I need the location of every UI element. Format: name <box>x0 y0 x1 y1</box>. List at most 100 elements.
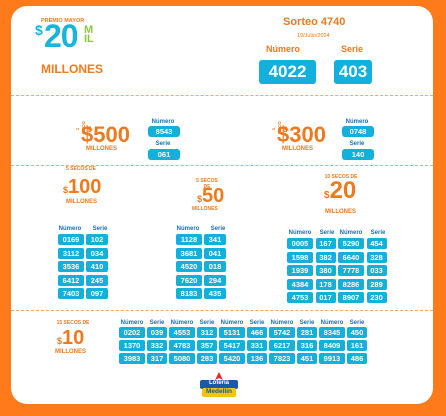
seco20-cell: 017 <box>315 292 336 303</box>
winning-serie: 403 <box>334 60 372 84</box>
seco300-serie-label: Serie <box>349 141 365 147</box>
seco50-cell: 341 <box>204 234 226 245</box>
seco10-cell: 5417 <box>219 340 245 351</box>
seco50-grid: 1128 341 3681 041 4520 018 7620 294 8183 435 <box>176 234 226 299</box>
seco20-cell: 8286 <box>338 278 364 290</box>
seco100-millones: MILLONES <box>66 199 97 205</box>
seco50-cell: 041 <box>204 247 226 259</box>
seco50-cell: 1128 <box>176 234 202 245</box>
seco10-cell: 312 <box>197 327 217 338</box>
seco300-millones: MILLONES <box>282 146 313 152</box>
seco10-numero-label: Número <box>270 320 294 326</box>
winning-numero: 4022 <box>259 60 316 84</box>
divider <box>11 165 433 166</box>
seco20-numero-label-2: Número <box>339 230 363 236</box>
seco50-cell: 4520 <box>176 261 202 272</box>
seco10-cell: 136 <box>247 353 267 364</box>
seco10-cell: 357 <box>197 340 217 351</box>
seco10-cell: 281 <box>297 327 317 338</box>
seco100-cell: 0169 <box>58 234 84 245</box>
seco500-millones: MILLONES <box>86 146 117 152</box>
seco10-amount: $10 <box>57 327 85 349</box>
seco500-serie-label: Serie <box>155 141 171 147</box>
seco20-cell: 380 <box>315 265 336 276</box>
seco20-cell: 328 <box>366 251 387 263</box>
seco10-numero-label: Número <box>170 320 194 326</box>
seco50-cell: 3681 <box>176 247 202 259</box>
seco300-numero-label: Número <box>345 119 369 125</box>
seco10-cell: 5080 <box>169 353 195 364</box>
seco500-amount: $500 <box>81 122 130 147</box>
premio-mayor-caption: PREMIO MAYOR <box>41 18 85 24</box>
seco100-cell: 034 <box>86 247 108 259</box>
seco20-cell: 454 <box>366 238 387 249</box>
logo-line1: Lotería <box>208 380 229 386</box>
seco10-cell: 7823 <box>269 353 295 364</box>
seco20-grid: 0005 167 5290 454 1598 382 6640 328 1939 380 7778 0… <box>287 238 387 303</box>
divider <box>11 310 433 311</box>
seco100-cell: 7403 <box>58 288 84 299</box>
seco20-cell: 7778 <box>338 265 364 276</box>
seco50-cell: 018 <box>204 261 226 272</box>
loteria-medellin-logo: Lotería Medellín <box>198 371 240 399</box>
seco10-grid: 0202 039 4553 312 5131 466 5742 281 8345 450 1370 3… <box>119 327 367 364</box>
seco500-numero-label: Número <box>151 119 175 125</box>
seco10-serie-label: Serie <box>299 320 315 326</box>
currency-symbol: $ <box>35 22 43 38</box>
seco10-cell: 161 <box>347 340 367 351</box>
seco10-cell: 451 <box>297 353 317 364</box>
seco300-numero: 0748 <box>342 126 374 137</box>
seco10-serie-label: Serie <box>149 320 165 326</box>
seco300-amount: $300 <box>277 122 326 147</box>
seco50-millones: MILLONES <box>192 206 218 212</box>
seco10-cell: 5420 <box>219 353 245 364</box>
seco50-cell: 435 <box>204 288 226 299</box>
seco10-cell: 332 <box>147 340 167 351</box>
seco10-cell: 3983 <box>119 353 145 364</box>
numero-label: Número <box>266 44 301 54</box>
seco20-cell: 230 <box>366 292 387 303</box>
seco20-cell: 178 <box>315 278 336 290</box>
results-card: PREMIO MAYOR $ 20 MIL MILLONES Sorteo 47… <box>11 6 433 404</box>
seco10-cell: 316 <box>297 340 317 351</box>
seco100-cell: 410 <box>86 261 108 272</box>
seco10-cell: 450 <box>347 327 367 338</box>
seco20-cell: 0005 <box>287 238 313 249</box>
seco100-caption: 5 SECOS DE <box>65 166 96 172</box>
seco100-grid: 0169 102 3112 034 3536 410 6412 245 7403 097 <box>58 234 108 299</box>
seco10-cell: 1370 <box>119 340 145 351</box>
seco20-serie-label-2: Serie <box>370 230 386 236</box>
seco10-cell: 466 <box>247 327 267 338</box>
seco100-cell: 097 <box>86 288 108 299</box>
seco10-cell: 486 <box>347 353 367 364</box>
seco20-cell: 033 <box>366 265 387 276</box>
serie-label: Serie <box>341 44 364 54</box>
seco10-header: Número Serie Número Serie Número Serie Número S… <box>119 320 367 326</box>
seco20-numero-label: Número <box>288 230 312 236</box>
seco10-cell: 039 <box>147 327 167 338</box>
seco10-cell: 8409 <box>319 340 345 351</box>
seco20-serie-label: Serie <box>319 230 335 236</box>
seco100-cell: 102 <box>86 234 108 245</box>
seco10-caption: 15 SECOS DE <box>56 320 90 326</box>
seco50-cell: 8183 <box>176 288 202 299</box>
seco10-cell: 5131 <box>219 327 245 338</box>
seco10-numero-label: Número <box>320 320 344 326</box>
seco20-amount: $20 <box>324 177 357 204</box>
seco20-cell: 167 <box>315 238 336 249</box>
seco50-caption: 5 SECOS DE <box>196 178 218 190</box>
seco100-cell: 3112 <box>58 247 84 259</box>
seco50-amount: $50 <box>197 185 225 207</box>
seco20-caption: 10 SECOS DE <box>324 174 358 180</box>
seco50-cell: 294 <box>204 274 226 286</box>
seco50-cell: 7620 <box>176 274 202 286</box>
seco10-serie-label: Serie <box>249 320 265 326</box>
seco10-cell: 4783 <box>169 340 195 351</box>
premio-mayor-millones: MILLONES <box>41 62 103 76</box>
seco100-amount: $100 <box>63 176 102 198</box>
seco20-cell: 1598 <box>287 251 313 263</box>
seco100-cell: 3536 <box>58 261 84 272</box>
seco300-serie: 140 <box>342 149 374 160</box>
seco10-millones: MILLONES <box>55 349 86 355</box>
premio-mayor-amount: 20 <box>44 18 79 54</box>
